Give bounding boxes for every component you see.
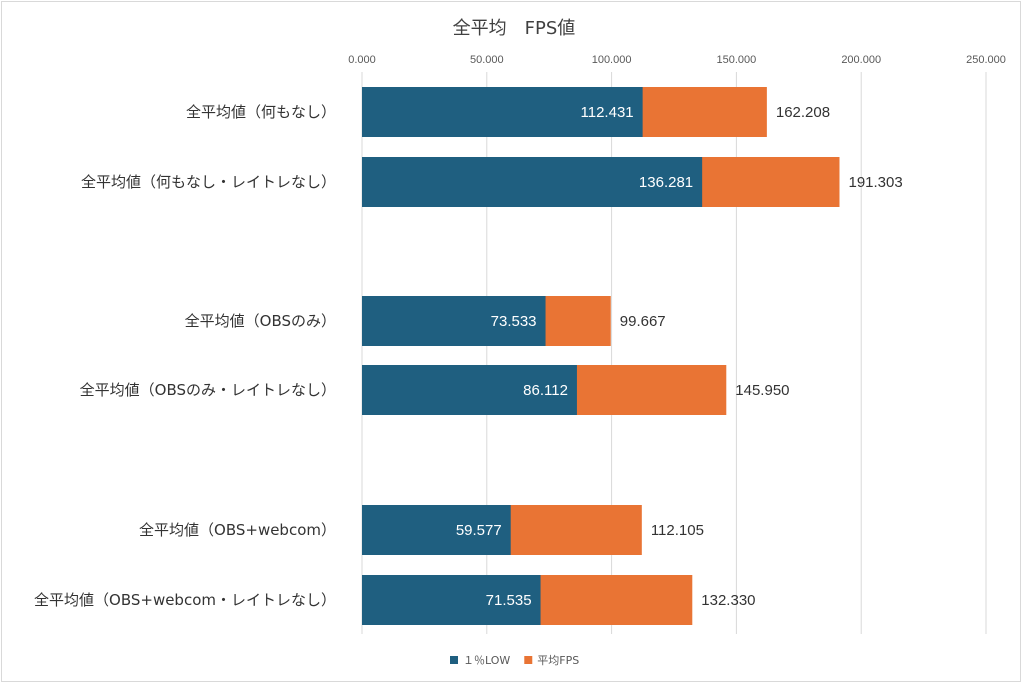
x-tick-label: 100.000 xyxy=(592,54,632,66)
data-label-average-fps: 162.208 xyxy=(776,104,830,121)
chart-title: 全平均 FPS値 xyxy=(453,18,576,39)
category-label: 全平均値（何もなし） xyxy=(186,103,336,121)
bar-1pct-low xyxy=(362,157,703,207)
bar-1pct-low xyxy=(362,505,511,555)
data-label-1pct-low: 112.431 xyxy=(581,104,634,121)
data-label-average-fps: 132.330 xyxy=(701,592,755,609)
data-label-1pct-low: 59.577 xyxy=(456,522,502,539)
legend-label: 平均FPS xyxy=(537,654,579,667)
category-label: 全平均値（OBS+webcom・レイトレなし） xyxy=(34,591,336,609)
category-label: 全平均値（何もなし・レイトレなし） xyxy=(81,173,336,191)
x-tick-label: 150.000 xyxy=(717,54,757,66)
category-labels: 全平均値（何もなし） 全平均値（何もなし・レイトレなし） 全平均値（OBSのみ） 全平… xyxy=(34,103,336,609)
category-label: 全平均値（OBS+webcom） xyxy=(139,521,336,539)
data-label-1pct-low: 73.533 xyxy=(491,313,537,330)
data-label-1pct-low: 86.112 xyxy=(523,382,568,399)
category-label: 全平均値（OBSのみ） xyxy=(185,312,336,330)
data-label-average-fps: 112.105 xyxy=(651,522,704,539)
legend-swatch xyxy=(450,656,458,664)
x-tick-label: 50.000 xyxy=(470,54,504,66)
data-label-average-fps: 145.950 xyxy=(735,382,789,399)
data-label-1pct-low: 136.281 xyxy=(639,174,693,191)
data-label-average-fps: 191.303 xyxy=(848,174,902,191)
legend: １％LOW 平均FPS xyxy=(450,654,579,667)
bar-1pct-low xyxy=(362,87,643,137)
data-label-average-fps: 99.667 xyxy=(620,313,666,330)
bar-1pct-low xyxy=(362,296,546,346)
x-tick-label: 200.000 xyxy=(841,54,881,66)
legend-swatch xyxy=(524,656,533,664)
x-axis-ticks: 0.000 50.000 100.000 150.000 200.000 250.000 xyxy=(348,54,1006,66)
bar-1pct-low xyxy=(362,365,577,415)
bars: 112.431 162.208 136.281 191.303 73.533 99.667… xyxy=(362,87,903,625)
data-label-1pct-low: 71.535 xyxy=(486,592,532,609)
legend-label: １％LOW xyxy=(463,654,510,667)
x-tick-label: 250.000 xyxy=(966,54,1006,66)
category-label: 全平均値（OBSのみ・レイトレなし） xyxy=(80,381,336,399)
bar-1pct-low xyxy=(362,575,541,625)
x-tick-label: 0.000 xyxy=(348,54,376,66)
